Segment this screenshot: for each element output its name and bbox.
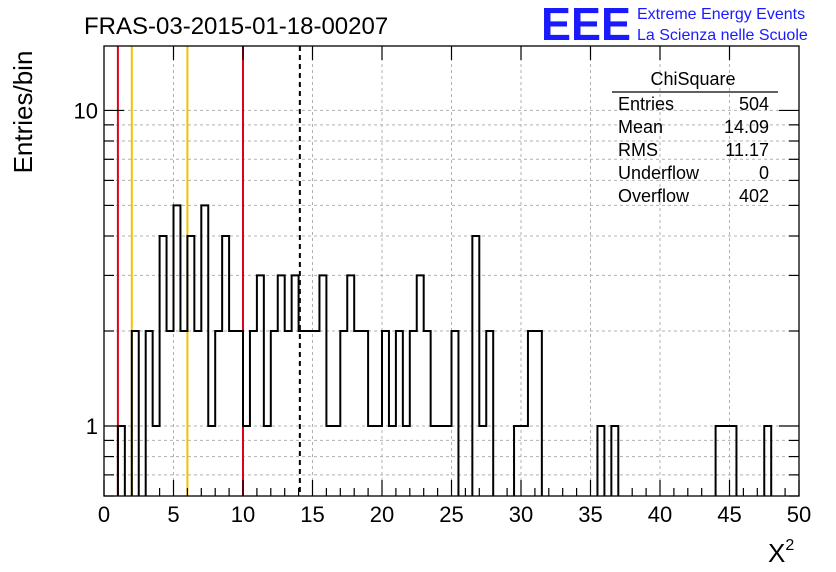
histogram-bin xyxy=(194,331,201,496)
histogram-bin xyxy=(764,426,771,496)
histogram-bin xyxy=(257,275,264,496)
histogram-series xyxy=(116,204,773,496)
axes xyxy=(103,45,800,497)
histogram-bin xyxy=(292,275,299,496)
histogram-bin xyxy=(597,426,604,496)
x-tick-label: 40 xyxy=(648,502,672,527)
histogram-bin xyxy=(313,331,320,496)
histogram-bin xyxy=(424,331,431,496)
histogram-bin xyxy=(333,426,340,496)
stats-title: ChiSquare xyxy=(650,69,735,89)
histogram-bin xyxy=(167,331,174,496)
eee-logo: EEE Extreme Energy Events La Scienza nel… xyxy=(541,0,808,50)
y-tick-labels: 1 10 xyxy=(74,98,98,439)
histogram-bin xyxy=(417,275,424,496)
histogram-bin xyxy=(340,331,347,496)
histogram-bin xyxy=(271,331,278,496)
histogram-bin xyxy=(347,275,354,496)
stats-rms-value: 11.17 xyxy=(725,140,769,160)
histogram-bin xyxy=(410,331,417,496)
stats-entries-label: Entries xyxy=(618,94,674,114)
histogram-bin xyxy=(716,426,723,496)
histogram-bin xyxy=(146,331,153,496)
histogram-outline xyxy=(116,204,773,496)
histogram-bin xyxy=(264,426,271,496)
stats-entries-value: 504 xyxy=(739,94,769,114)
y-tick-label: 10 xyxy=(74,98,98,123)
x-tick-label: 35 xyxy=(578,502,602,527)
histogram-bin xyxy=(361,331,368,496)
histogram-bin xyxy=(243,426,250,496)
x-axis-label-main: X xyxy=(768,538,785,568)
histogram-bin xyxy=(375,426,382,496)
y-axis-label: Entries/bin xyxy=(8,51,38,174)
x-axis-label-superscript: 2 xyxy=(785,537,794,554)
histogram-bin xyxy=(326,426,333,496)
x-tick-label: 10 xyxy=(231,502,255,527)
histogram-bin xyxy=(180,331,187,496)
stats-box: ChiSquare Entries 504 Mean 14.09 RMS 11.… xyxy=(612,69,778,206)
histogram-bin xyxy=(285,331,292,496)
histogram-bin xyxy=(723,426,730,496)
grid-lines xyxy=(104,46,799,497)
stats-overflow-label: Overflow xyxy=(618,186,690,206)
x-tick-label: 45 xyxy=(717,502,741,527)
x-axis-label: X2 xyxy=(768,537,794,568)
x-tick-label: 15 xyxy=(300,502,324,527)
histogram-bin xyxy=(445,426,452,496)
histogram-bin xyxy=(403,426,410,496)
histogram-bin xyxy=(431,426,438,496)
histogram-bin xyxy=(479,426,486,496)
stats-mean-value: 14.09 xyxy=(724,117,769,137)
histogram-bin xyxy=(438,426,445,496)
histogram-bin xyxy=(319,275,326,496)
histogram-bin xyxy=(528,331,535,496)
histogram-bin xyxy=(215,331,222,496)
x-tick-label: 5 xyxy=(167,502,179,527)
histogram-bin xyxy=(521,426,528,496)
histogram-bin xyxy=(535,331,542,496)
histogram-bin xyxy=(118,426,125,496)
stats-mean-label: Mean xyxy=(618,117,663,137)
histogram-bin xyxy=(486,331,493,496)
x-tick-label: 30 xyxy=(509,502,533,527)
histogram-bin xyxy=(208,426,215,496)
histogram-bin xyxy=(382,331,389,496)
x-tick-labels: 0 5 10 15 20 25 30 35 40 45 50 xyxy=(98,502,811,527)
histogram-bin xyxy=(153,426,160,496)
histogram-bin xyxy=(132,331,139,496)
histogram-bin xyxy=(250,331,257,496)
x-tick-label: 50 xyxy=(787,502,811,527)
histogram-bin xyxy=(174,205,181,496)
stats-overflow-value: 402 xyxy=(739,186,769,206)
histogram-bin xyxy=(236,331,243,496)
histogram-bin xyxy=(452,331,459,496)
histogram-bin xyxy=(514,426,521,496)
histogram-bin xyxy=(306,331,313,496)
histogram-bin xyxy=(730,426,737,496)
stats-rms-label: RMS xyxy=(618,140,658,160)
histogram-bin xyxy=(354,331,361,496)
logo-letters: EEE xyxy=(541,0,631,50)
histogram-bin xyxy=(201,205,208,496)
histogram-bin xyxy=(229,331,236,496)
histogram-bin xyxy=(278,275,285,496)
stats-underflow-label: Underflow xyxy=(618,163,700,183)
x-tick-label: 20 xyxy=(370,502,394,527)
chart-title: FRAS-03-2015-01-18-00207 xyxy=(84,13,388,40)
stats-underflow-value: 0 xyxy=(759,163,769,183)
histogram-bin xyxy=(396,331,403,496)
x-tick-label: 0 xyxy=(98,502,110,527)
y-tick-label: 1 xyxy=(86,414,98,439)
logo-line1: Extreme Energy Events xyxy=(637,6,805,23)
histogram-bin xyxy=(389,426,396,496)
histogram-bin xyxy=(368,426,375,496)
x-tick-label: 25 xyxy=(439,502,463,527)
logo-line2: La Scienza nelle Scuole xyxy=(637,27,808,44)
histogram-bin xyxy=(611,426,618,496)
